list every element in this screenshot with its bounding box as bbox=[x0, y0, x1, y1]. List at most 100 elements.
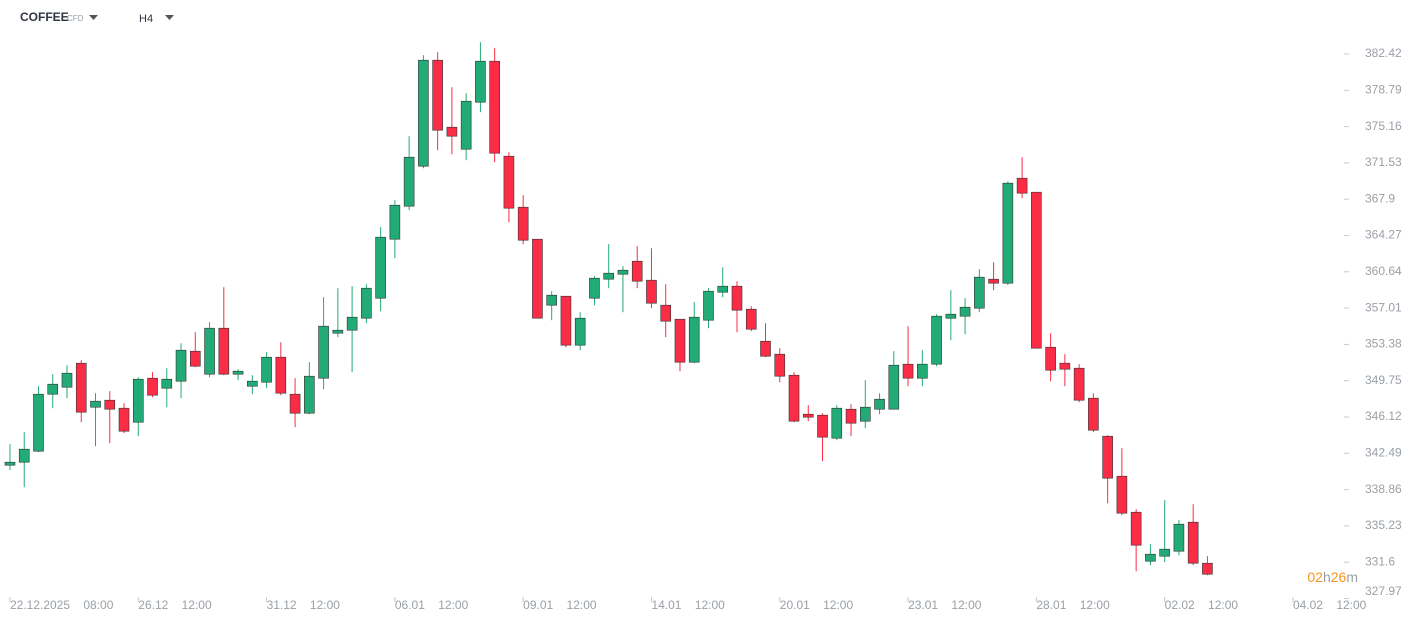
candle-body bbox=[104, 399, 116, 410]
x-tick-label: 02.02 12:00 bbox=[1165, 598, 1239, 612]
y-tick-label: 371.53 bbox=[1365, 155, 1402, 169]
candle-body bbox=[161, 378, 173, 389]
y-tick-label: 335.23 bbox=[1365, 518, 1402, 532]
candle-body bbox=[261, 356, 272, 383]
candle-body bbox=[731, 285, 743, 311]
countdown-minutes: 26 bbox=[1331, 569, 1347, 585]
candle-body bbox=[603, 272, 615, 280]
y-tick-label: 342.49 bbox=[1365, 445, 1402, 459]
candle-body bbox=[232, 370, 244, 375]
candle-body bbox=[1059, 362, 1071, 370]
candle-body bbox=[1173, 523, 1185, 552]
candle-body bbox=[774, 353, 786, 377]
candle-body bbox=[646, 279, 657, 304]
candle-body bbox=[375, 236, 386, 299]
candle-body bbox=[859, 406, 871, 422]
candle-body bbox=[460, 100, 472, 150]
x-tick-label: 14.01 12:00 bbox=[651, 598, 725, 612]
candle-body bbox=[446, 126, 458, 137]
y-tick-label: 357.01 bbox=[1365, 300, 1402, 314]
candle-body bbox=[275, 356, 287, 394]
countdown: 02h26m bbox=[1307, 569, 1358, 585]
x-tick-label: 28.01 12:00 bbox=[1036, 598, 1110, 612]
candle-body bbox=[318, 325, 329, 379]
x-tick-label: 31.12 12:00 bbox=[267, 598, 341, 612]
instrument-type: CFD bbox=[67, 14, 84, 23]
candle-body bbox=[189, 350, 201, 367]
x-tick-label: 22.12.2025 08:00 bbox=[10, 598, 114, 612]
candle-body bbox=[917, 363, 928, 379]
candle-body bbox=[845, 408, 857, 424]
countdown-hours-unit: h bbox=[1323, 569, 1331, 585]
symbol-dropdown[interactable] bbox=[89, 15, 98, 20]
candle-body bbox=[47, 383, 59, 395]
candle-body bbox=[532, 238, 543, 319]
candle-body bbox=[959, 306, 971, 317]
candle-body bbox=[688, 316, 700, 363]
x-tick-label: 09.01 12:00 bbox=[523, 598, 597, 612]
candle-body bbox=[1031, 191, 1042, 349]
candle-body bbox=[346, 316, 358, 331]
candle-body bbox=[931, 315, 942, 365]
candle-body bbox=[18, 448, 30, 463]
x-tick-label: 26.12 12:00 bbox=[138, 598, 212, 612]
candle-body bbox=[1002, 182, 1014, 284]
candle-body bbox=[902, 363, 914, 379]
candle-body bbox=[204, 327, 215, 375]
candle-body bbox=[289, 393, 301, 414]
candle-body bbox=[118, 407, 130, 432]
y-tick-label: 364.27 bbox=[1365, 228, 1402, 242]
timeframe[interactable]: H4 bbox=[139, 13, 153, 25]
x-tick-label: 04.02 12:00 bbox=[1293, 598, 1367, 612]
candle-body bbox=[874, 398, 885, 410]
x-tick-label: 23.01 12:00 bbox=[908, 598, 982, 612]
candle-body bbox=[1102, 435, 1113, 479]
countdown-hours: 02 bbox=[1307, 569, 1323, 585]
candle-body bbox=[489, 60, 500, 154]
candle-body bbox=[546, 294, 557, 306]
candle-body bbox=[389, 204, 401, 240]
candle-body bbox=[1045, 346, 1056, 371]
y-tick-label: 349.75 bbox=[1365, 373, 1402, 387]
y-tick-label: 327.97 bbox=[1365, 584, 1402, 598]
candle-body bbox=[674, 318, 686, 363]
candle-body bbox=[218, 327, 230, 375]
candle-body bbox=[33, 393, 44, 452]
y-tick-label: 367.9 bbox=[1365, 191, 1395, 205]
candle-body bbox=[332, 329, 344, 334]
candle-body bbox=[760, 340, 771, 357]
y-tick-label: 378.79 bbox=[1365, 82, 1402, 96]
candle-body bbox=[617, 269, 629, 275]
candle-body bbox=[945, 313, 957, 319]
y-tick-label: 338.86 bbox=[1365, 482, 1402, 496]
candle-body bbox=[717, 285, 729, 293]
candle-body bbox=[132, 378, 144, 423]
y-tick-label: 331.6 bbox=[1365, 554, 1395, 568]
candle-body bbox=[4, 461, 16, 466]
candle-body bbox=[974, 276, 985, 309]
candle-body bbox=[475, 60, 486, 103]
candle-body bbox=[1187, 521, 1199, 564]
candle-body bbox=[1088, 397, 1099, 431]
x-tick-label: 20.01 12:00 bbox=[780, 598, 854, 612]
timeframe-dropdown[interactable] bbox=[165, 15, 174, 20]
candle-body bbox=[589, 277, 600, 299]
candle-body bbox=[1145, 553, 1156, 562]
y-tick-label: 353.38 bbox=[1365, 337, 1402, 351]
candle-body bbox=[361, 287, 372, 319]
candle-body bbox=[247, 380, 258, 387]
candle-body bbox=[703, 290, 714, 321]
candle-body bbox=[1016, 177, 1028, 194]
candle-body bbox=[75, 362, 87, 413]
candle-body bbox=[560, 295, 572, 346]
candle-body bbox=[403, 156, 415, 207]
candle-body bbox=[432, 59, 443, 131]
symbol[interactable]: COFFEE bbox=[20, 10, 69, 24]
candle-body bbox=[418, 59, 429, 167]
candle-body bbox=[517, 206, 529, 241]
countdown-minutes-unit: m bbox=[1346, 569, 1358, 585]
y-tick-label: 382.42 bbox=[1365, 46, 1402, 60]
candle-body bbox=[175, 349, 187, 382]
y-tick-label: 346.12 bbox=[1365, 409, 1402, 423]
